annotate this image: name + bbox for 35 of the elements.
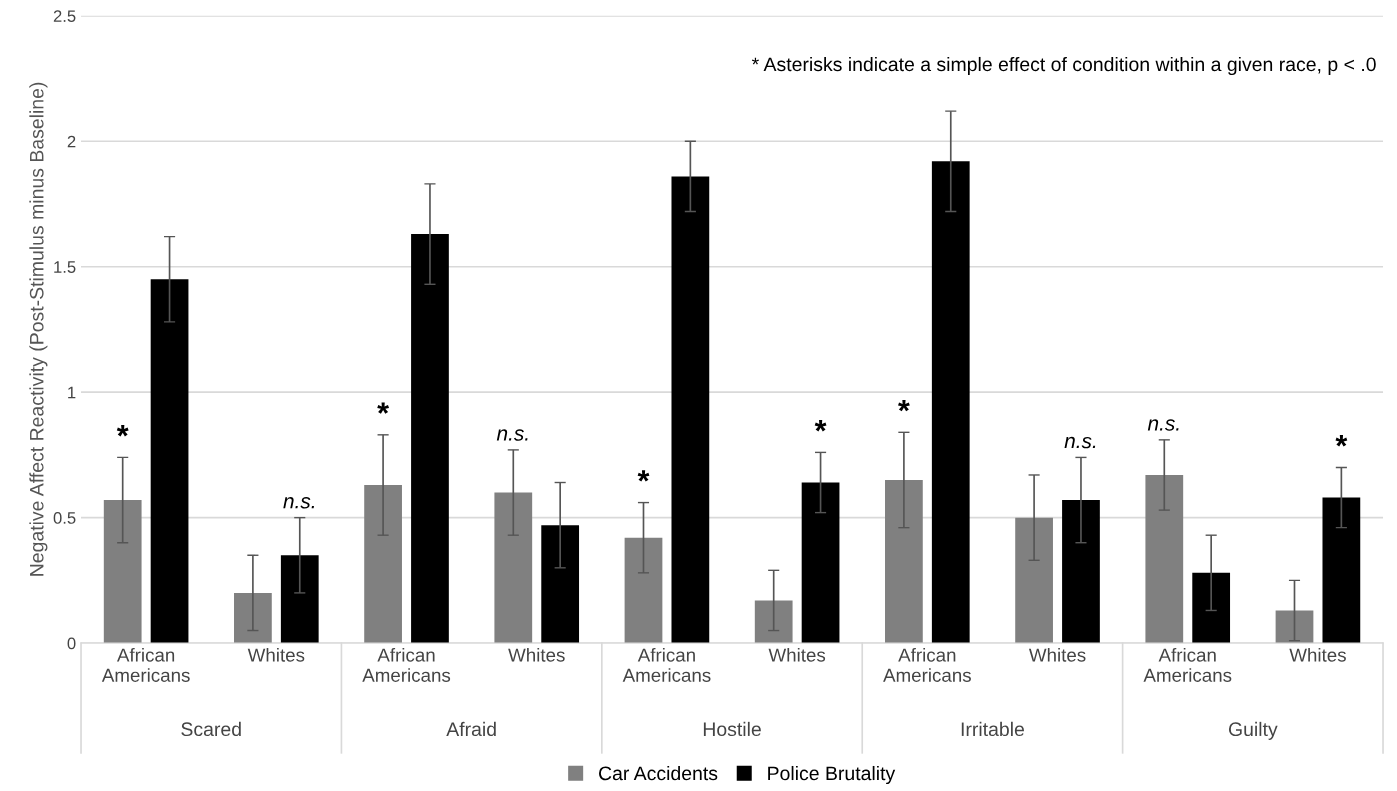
annotation: * [377, 402, 389, 414]
y-tick-label: 0 [67, 637, 76, 650]
text: Afraid [446, 721, 496, 737]
x-tick-label: African Americans [622, 647, 711, 682]
text: Hostile [703, 721, 761, 737]
x-tick-label: African Americans [1143, 647, 1232, 682]
x-tick-label: African Americans [362, 647, 451, 682]
x-tick-label: Whites [1289, 647, 1346, 662]
annotation: n.s. [1064, 436, 1096, 449]
text: Guilty [1228, 721, 1278, 740]
y-tick-label: 2.5 [53, 10, 76, 23]
x-tick-label: Whites [1028, 647, 1086, 662]
x-tick-label: Whites [247, 647, 305, 662]
annotation: * [637, 470, 650, 482]
annotation: n.s. [496, 429, 528, 441]
y-tick-label: 1 [68, 386, 76, 399]
annotation: n.s. [1147, 419, 1179, 431]
legend-label: Car Accidents [599, 765, 718, 781]
text: Scared [181, 721, 241, 737]
text: Irritable [961, 721, 1024, 737]
annotation: * [116, 425, 129, 437]
x-tick-label: African Americans [101, 647, 190, 682]
annotation: * [898, 399, 910, 412]
annotation: n.s. [283, 497, 314, 509]
x-tick-label: Whites [768, 647, 826, 662]
y-tick-label: 1.5 [54, 261, 76, 273]
y-tick-label: 0.5 [53, 512, 76, 524]
x-tick-label: Whites [508, 647, 565, 662]
annotation: * Asterisks indicate a simple effect of condition within a given race, p < .0 [751, 56, 1376, 76]
x-tick-label: African Americans [883, 647, 971, 682]
y-axis-title: Negative Affect Reactivity (Post-Stimulus minus Baseline) [29, 82, 48, 576]
legend-label: Police Brutality [768, 765, 896, 785]
annotation: * [814, 420, 827, 432]
annotation: * [1335, 435, 1348, 447]
y-tick-label: 2 [67, 135, 76, 148]
